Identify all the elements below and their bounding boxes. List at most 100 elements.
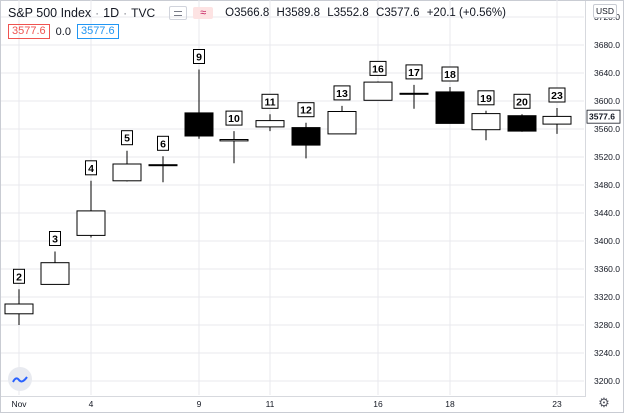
candle[interactable]	[327, 105, 357, 135]
x-tick-label: 9	[197, 399, 202, 409]
candle-label-text: 13	[336, 88, 348, 100]
currency-badge[interactable]: USD	[593, 4, 617, 18]
last-price-tag: 3577.6	[586, 109, 621, 124]
candle-body	[255, 120, 285, 128]
symbol-name[interactable]: S&P 500 Index	[8, 6, 92, 20]
candle[interactable]	[471, 110, 501, 141]
compare-icon[interactable]: ≈	[193, 7, 214, 19]
y-tick-label: 3400.0	[594, 236, 620, 246]
high-value: 3589.8	[284, 7, 320, 19]
candle-label-text: 18	[444, 69, 456, 81]
candle-label: 17	[405, 64, 423, 80]
ohlc-values: O3566.8 H3589.8 L3552.8 C3577.6 +20.1 (+…	[225, 7, 506, 19]
candle-label-box	[13, 268, 25, 284]
candle-label-text: 20	[516, 96, 528, 108]
candle[interactable]	[40, 251, 70, 285]
separator: ·	[123, 6, 128, 20]
candle[interactable]	[435, 87, 465, 124]
candle-label-box	[49, 231, 61, 246]
x-tick-label: Nov	[11, 399, 27, 409]
candle-label: 19	[477, 90, 495, 106]
eye-icon[interactable]	[169, 6, 188, 20]
candle[interactable]	[76, 180, 106, 238]
candle-label-text: 2	[16, 271, 22, 283]
candles-layer[interactable]	[4, 69, 572, 326]
candle[interactable]	[399, 84, 429, 109]
candle-label-box	[513, 93, 531, 109]
candle[interactable]	[507, 114, 537, 132]
candle-label-text: 6	[160, 138, 166, 150]
candle[interactable]	[112, 150, 142, 182]
spread-value: 0.0	[55, 25, 71, 38]
candle-label: 6	[157, 135, 169, 151]
interval-label[interactable]: 1D	[103, 6, 120, 20]
candle-label-box	[477, 90, 495, 106]
candle-label-text: 3	[52, 234, 58, 246]
candle-label-box	[157, 135, 169, 151]
candle[interactable]	[4, 289, 34, 325]
x-tick-label: 16	[373, 399, 383, 409]
candle-label: 3	[49, 231, 61, 246]
candle-label: 9	[193, 49, 205, 64]
plot-area[interactable]	[1, 1, 586, 397]
candle-label: 5	[121, 130, 133, 146]
separator: ·	[95, 6, 100, 20]
candle-label-box	[441, 66, 459, 82]
candle-label: 12	[297, 102, 315, 118]
candle-body	[184, 112, 214, 137]
candle[interactable]	[255, 114, 285, 132]
y-tick-label: 3520.0	[594, 152, 620, 162]
candle-label: 20	[513, 93, 531, 109]
candle-label-text: 16	[372, 63, 384, 75]
candle-label-text: 12	[300, 105, 312, 117]
candle[interactable]	[363, 81, 393, 101]
candle-label: 2	[13, 268, 25, 284]
y-tick-label: 3480.0	[594, 180, 620, 190]
candle-label-box	[548, 87, 566, 103]
candle-label-text: 23	[551, 90, 563, 102]
y-tick-label: 3600.0	[594, 96, 620, 106]
candle[interactable]	[291, 122, 321, 159]
x-tick-label: 11	[266, 399, 275, 409]
x-axis[interactable]: Nov 4 9 11 16 18 23	[11, 399, 562, 409]
candle-body	[112, 163, 142, 182]
legend-row: S&P 500 Index · 1D · TVC ≈ O3566.8 H3589…	[8, 5, 510, 21]
candle-body	[507, 115, 537, 132]
y-tick-label: 3360.0	[594, 264, 620, 274]
y-tick-label: 3280.0	[594, 320, 620, 330]
candle-body	[219, 139, 249, 142]
candle-label: 13	[333, 85, 351, 101]
candle-label-text: 17	[408, 67, 420, 79]
y-tick-label: 3240.0	[594, 348, 620, 358]
gear-icon[interactable]: ⚙	[598, 395, 610, 410]
candle[interactable]	[542, 108, 572, 134]
open-value: 3566.8	[234, 7, 270, 19]
candle-label-box	[333, 85, 351, 101]
candle-label: 18	[441, 66, 459, 82]
candle-label-box	[193, 49, 205, 64]
candle-label-text: 5	[124, 133, 130, 145]
candle[interactable]	[148, 156, 178, 183]
candle-label: 4	[85, 160, 97, 176]
bid-price[interactable]: 3577.6	[8, 24, 50, 39]
candle-label-text: 11	[264, 96, 275, 108]
x-tick-label: 18	[445, 399, 455, 409]
y-axis[interactable]: 3200.0 3240.0 3280.0 3320.0 3360.0 3400.0 3440…	[594, 12, 620, 386]
candle-label-text: 10	[228, 113, 240, 125]
candle[interactable]	[184, 69, 214, 139]
candle-label: 23	[548, 87, 566, 103]
tradingview-logo-icon[interactable]	[8, 367, 32, 391]
ask-price[interactable]: 3577.6	[76, 24, 119, 39]
candle-label-box	[261, 93, 279, 109]
candle-label: 16	[369, 60, 387, 76]
candle-body	[435, 91, 465, 124]
y-tick-label: 3320.0	[594, 292, 620, 302]
candle[interactable]	[219, 131, 249, 164]
candle-label-box	[369, 60, 387, 76]
candle-label-text: 4	[88, 163, 94, 175]
candle-body	[76, 210, 106, 236]
candle-body	[148, 164, 178, 167]
